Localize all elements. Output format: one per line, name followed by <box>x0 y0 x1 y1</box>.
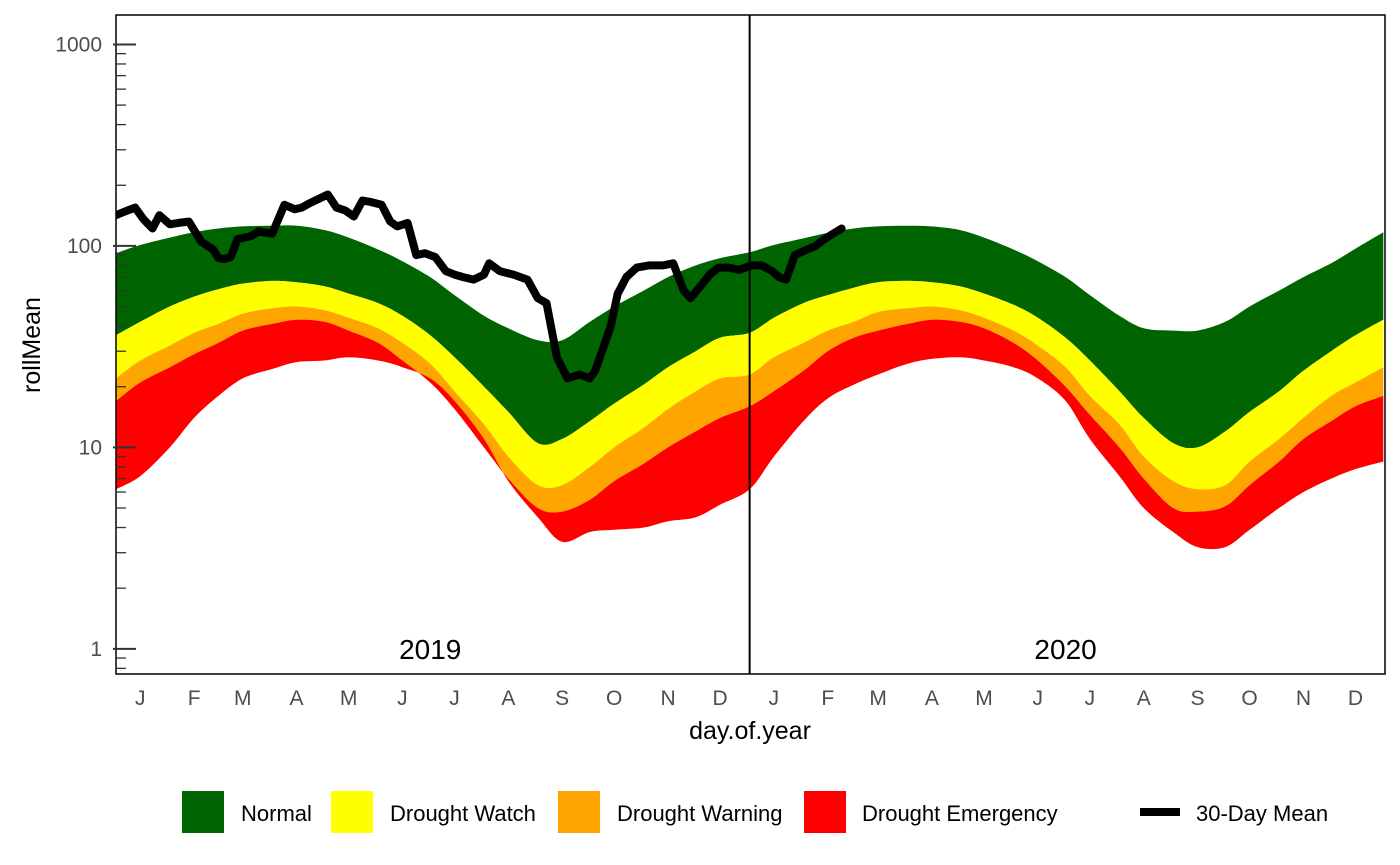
legend-label-30-day-mean: 30-Day Mean <box>1196 801 1328 826</box>
band-normal <box>116 225 1384 449</box>
legend-item-30-day-mean: 30-Day Mean <box>1140 801 1328 826</box>
x-axis-title: day.of.year <box>689 717 811 745</box>
legend-key-drought-emergency <box>804 791 846 833</box>
x-tick-label: O <box>606 687 622 710</box>
legend-item-normal: Normal <box>182 791 312 833</box>
x-tick-label: N <box>1296 687 1311 710</box>
legend-key-normal <box>182 791 224 833</box>
y-axis: 1 10 100 1000 <box>55 33 136 670</box>
x-tick-label: J <box>1085 687 1096 710</box>
legend-key-drought-warning <box>558 791 600 833</box>
x-tick-label: S <box>555 687 569 710</box>
x-tick-label: J <box>769 687 780 710</box>
legend-label-drought-warning: Drought Warning <box>617 801 782 826</box>
legend-key-drought-watch <box>331 791 373 833</box>
legend-label-drought-watch: Drought Watch <box>390 801 536 826</box>
x-tick-label: A <box>290 687 304 710</box>
x-tick-label: J <box>135 687 146 710</box>
x-tick-label: J <box>449 687 460 710</box>
x-tick-label: J <box>397 687 408 710</box>
band-drought-watch <box>116 280 1384 490</box>
y-tick-label: 1 <box>90 638 102 661</box>
x-tick-label: A <box>1137 687 1151 710</box>
legend-label-drought-emergency: Drought Emergency <box>862 801 1058 826</box>
y-tick-label: 100 <box>67 235 102 258</box>
y-tick-label: 1000 <box>55 33 102 56</box>
x-tick-label: M <box>975 687 993 710</box>
legend-item-drought-emergency: Drought Emergency <box>804 791 1058 833</box>
x-tick-label: O <box>1241 687 1257 710</box>
legend-label-normal: Normal <box>241 801 312 826</box>
series-line-30-day-mean <box>116 190 846 383</box>
x-tick-label: F <box>188 687 201 710</box>
year-labels: 2019 2020 <box>399 634 1097 665</box>
band-drought-warning <box>116 306 1384 513</box>
legend: Normal Drought Watch Drought Warning Dro… <box>182 791 1328 833</box>
year-label: 2020 <box>1034 634 1096 665</box>
x-tick-label: S <box>1191 687 1205 710</box>
x-tick-label: M <box>340 687 358 710</box>
y-tick-label: 10 <box>79 436 102 459</box>
y-axis-title: rollMean <box>18 297 46 393</box>
year-label: 2019 <box>399 634 461 665</box>
x-tick-label: F <box>821 687 834 710</box>
x-tick-label: N <box>660 687 675 710</box>
legend-item-drought-watch: Drought Watch <box>331 791 536 833</box>
series-layer <box>116 190 846 383</box>
x-tick-label: J <box>1033 687 1044 710</box>
x-tick-label: A <box>501 687 515 710</box>
x-tick-label: M <box>869 687 887 710</box>
x-tick-label: M <box>234 687 252 710</box>
x-tick-label: D <box>713 687 728 710</box>
x-tick-label: D <box>1348 687 1363 710</box>
legend-item-drought-warning: Drought Warning <box>558 791 782 833</box>
x-tick-label: A <box>925 687 939 710</box>
plot-panel-border <box>115 14 1386 675</box>
